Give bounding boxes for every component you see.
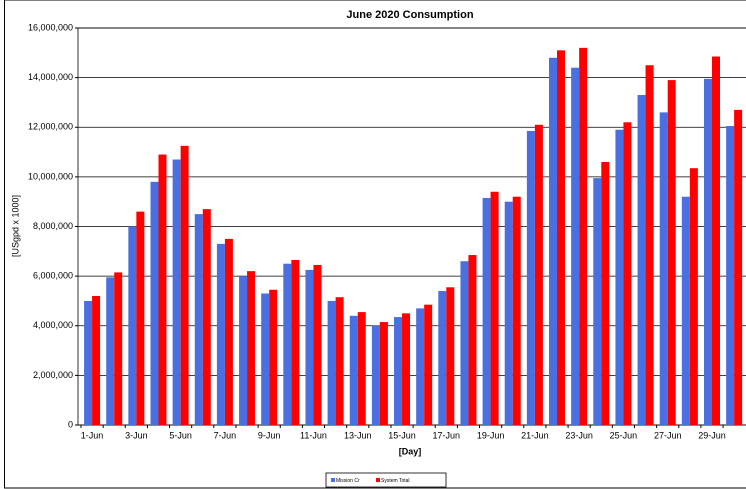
x-tick-label: 29-Jun (698, 430, 726, 440)
bar (667, 80, 676, 425)
y-tick-label: 10,000,000 (28, 171, 73, 181)
x-tick-label: 21-Jun (521, 430, 549, 440)
bar (335, 297, 344, 425)
y-axis-label: [USgpd x 1000] (10, 195, 20, 257)
bar (283, 263, 292, 425)
legend (325, 472, 447, 488)
bar (681, 196, 690, 425)
x-tick-label: 27-Jun (654, 430, 682, 440)
bar (92, 295, 101, 425)
y-tick-label: 6,000,000 (33, 271, 73, 281)
legend-label: Mission Cr (336, 478, 360, 484)
y-tick-label: 0 (68, 419, 73, 429)
x-tick-label: 15-Jun (388, 430, 416, 440)
bar (128, 226, 137, 425)
bar (202, 209, 211, 425)
x-tick-label: 25-Jun (610, 430, 638, 440)
bar (136, 211, 145, 425)
bar (512, 196, 521, 425)
bar (615, 129, 624, 425)
bar (623, 122, 632, 425)
x-tick-label: 23-Jun (565, 430, 593, 440)
bar (172, 159, 181, 425)
bar (379, 322, 388, 425)
bar (394, 317, 403, 425)
bar (726, 126, 735, 426)
bar (526, 130, 535, 426)
bar (689, 168, 698, 426)
bar (703, 78, 712, 425)
y-tick-label: 8,000,000 (33, 221, 73, 231)
bar (734, 109, 743, 425)
bar (261, 293, 270, 425)
bar (549, 57, 558, 426)
x-tick-label: 9-Jun (258, 430, 281, 440)
bar (357, 312, 366, 425)
bar (593, 178, 602, 425)
bar (158, 154, 167, 425)
bar (150, 181, 159, 425)
bar (327, 300, 336, 425)
bar (224, 238, 233, 425)
bar (460, 261, 469, 425)
bar (114, 272, 123, 425)
bar (305, 269, 314, 425)
x-tick-label: 19-Jun (477, 430, 505, 440)
bar (659, 112, 668, 426)
bar (438, 291, 447, 425)
bar (424, 304, 433, 425)
bar (637, 94, 646, 426)
bar (291, 259, 300, 425)
bar (180, 145, 189, 425)
bar (239, 276, 248, 425)
x-tick-label: 3-Jun (125, 430, 148, 440)
bar (504, 201, 513, 425)
bar (571, 67, 580, 425)
x-tick-label: 13-Jun (344, 430, 372, 440)
bar (349, 315, 358, 425)
bar (446, 287, 455, 425)
y-tick-label: 14,000,000 (28, 72, 73, 82)
y-tick-label: 2,000,000 (33, 370, 73, 380)
bar (534, 124, 543, 426)
bar (711, 56, 720, 426)
bar (490, 191, 499, 425)
bar (106, 277, 115, 425)
y-tick-label: 4,000,000 (33, 320, 73, 330)
legend-label: System Total (381, 478, 410, 484)
x-tick-label: 11-Jun (300, 430, 327, 440)
bar (194, 214, 203, 425)
x-tick-label: 17-Jun (433, 430, 461, 440)
bar (371, 325, 380, 425)
bar (601, 161, 610, 426)
legend-swatch (376, 478, 380, 482)
bar (313, 264, 322, 425)
x-tick-label: 7-Jun (214, 430, 237, 440)
bar (402, 313, 411, 425)
bar (84, 300, 93, 425)
x-tick-label: 1-Jun (81, 430, 104, 440)
y-tick-label: 16,000,000 (28, 22, 73, 32)
bar (269, 289, 278, 425)
bar (482, 197, 491, 425)
x-tick-label: 5-Jun (169, 430, 192, 440)
bar (247, 271, 256, 425)
bar (645, 65, 654, 425)
bar (468, 255, 477, 425)
legend-swatch (331, 478, 335, 482)
bar (416, 308, 425, 425)
y-tick-label: 12,000,000 (28, 122, 73, 132)
bar (216, 243, 225, 425)
bar (579, 47, 588, 425)
chart-frame (4, 0, 746, 489)
bar (557, 50, 566, 426)
x-axis-label: [Day] (399, 446, 422, 456)
chart-title: June 2020 Consumption (346, 9, 473, 21)
